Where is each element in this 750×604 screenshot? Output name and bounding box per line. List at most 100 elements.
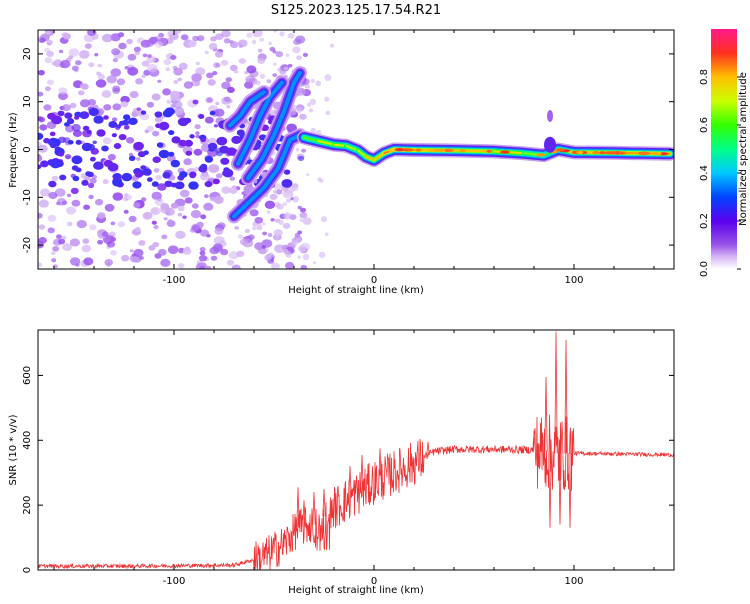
spectrogram-noise-blob [303, 53, 308, 57]
spectrogram-noise-blob [188, 40, 196, 47]
spectrogram-noise-blob [214, 124, 218, 127]
colorbar-scale [711, 29, 737, 269]
snr-y-axis-label: SNR (10 * v/v) [8, 414, 19, 485]
spectrogram-noise-blob [58, 239, 65, 245]
spectrogram-noise-blob [285, 214, 290, 219]
spectrogram-noise-blob [226, 105, 230, 108]
spectrogram-noise-blob [268, 42, 272, 46]
spectrogram-cluster-blob [122, 120, 129, 126]
spectrogram-cluster-blob [58, 152, 64, 157]
spectrogram-cluster-blob [55, 147, 62, 152]
spectrogram-noise-blob [152, 93, 161, 100]
spectrogram-noise-blob [133, 202, 141, 208]
spectrogram-cluster-blob [201, 138, 206, 142]
spectrogram-noise-blob [155, 41, 164, 48]
spectrogram-noise-blob [147, 54, 151, 58]
spectrogram-noise-blob [70, 257, 80, 265]
spectrogram-hotspot [592, 151, 599, 154]
spectrogram-cluster-blob [231, 136, 241, 144]
spectrogram-noise-blob [238, 234, 244, 239]
spectrogram-noise-blob [213, 243, 223, 251]
spectrogram-noise-blob [250, 209, 259, 216]
spectrogram-noise-blob [240, 239, 248, 246]
spectrogram-noise-blob [175, 199, 181, 204]
spectrogram-hotspot [435, 149, 445, 152]
spectrogram-noise-blob [95, 199, 103, 206]
spectrogram-spike [544, 137, 556, 153]
spectrogram-noise-blob [93, 141, 97, 145]
spectrogram-noise-blob [38, 117, 45, 122]
spectrogram-cluster-blob [164, 181, 172, 187]
spectrogram-noise-blob [205, 97, 213, 103]
spectrogram-cluster-blob [171, 136, 180, 143]
spectrogram-noise-blob [293, 187, 298, 191]
y-tick-label: 0 [22, 146, 33, 152]
spectrogram-noise-blob [166, 100, 171, 104]
spectrogram-cluster-blob [50, 143, 57, 148]
spectrogram-noise-blob [120, 101, 128, 107]
spectrogram-noise-blob [177, 78, 182, 82]
spectrogram-noise-blob [194, 149, 203, 156]
spectrogram-noise-blob [303, 218, 312, 225]
spectrogram-noise-blob [192, 225, 200, 231]
spectrogram-noise-blob [46, 31, 51, 35]
spectrogram-noise-blob [292, 239, 299, 246]
spectrogram-hotspot [427, 149, 436, 152]
spectrogram-noise-blob [96, 79, 107, 87]
spectrogram-cluster-blob [64, 112, 72, 118]
spectrogram-cluster-blob [58, 111, 65, 117]
spectrogram-noise-blob [324, 74, 331, 81]
spectrogram-noise-blob [304, 115, 307, 118]
spectrogram-cluster-blob [129, 156, 136, 161]
spectrogram-noise-blob [183, 248, 192, 255]
spectrogram-noise-blob [154, 168, 160, 173]
spectrogram-cluster-blob [205, 181, 213, 187]
spectrogram-noise-blob [286, 54, 289, 57]
spectrogram-noise-blob [285, 262, 294, 269]
spectrogram-noise-blob [39, 224, 45, 229]
spectrogram-noise-blob [256, 81, 261, 86]
spectrogram-cluster-blob [112, 133, 117, 137]
spectrogram-hotspot [578, 151, 583, 154]
spectrogram-noise-blob [160, 203, 169, 210]
spectrogram-cluster-blob [73, 176, 80, 181]
spectrogram-noise-blob [170, 55, 176, 60]
spectrogram-noise-blob [39, 38, 46, 43]
spectrogram-cluster-blob [87, 130, 92, 134]
spectrogram-noise-blob [118, 32, 124, 37]
spectrogram-noise-blob [102, 34, 113, 43]
spectrogram-noise-blob [270, 194, 278, 200]
spectrogram-cluster-blob [198, 114, 204, 119]
spectrogram-noise-blob [298, 245, 306, 252]
spectrogram-noise-blob [143, 212, 153, 220]
spectrogram-cluster-blob [141, 111, 146, 115]
spectrogram-cluster-blob [132, 181, 141, 188]
spectrogram-cluster-blob [85, 171, 91, 176]
spectrogram-cluster-blob [50, 160, 61, 168]
spectrogram-noise-blob [296, 148, 299, 151]
spectrogram-noise-blob [62, 104, 71, 111]
colorbar-label: Normalized spectral amplitude [738, 72, 749, 226]
spectrogram-noise-blob [117, 78, 125, 85]
spectrogram-cluster-blob [34, 133, 43, 140]
spectrogram-noise-blob [72, 124, 81, 131]
spectrogram-noise-blob [297, 256, 300, 259]
spectrogram-noise-blob [288, 33, 295, 39]
spectrogram-noise-blob [158, 249, 167, 256]
spectrogram-noise-blob [59, 50, 63, 53]
spectrogram-noise-blob [273, 190, 277, 193]
spectrogram-noise-blob [321, 216, 327, 222]
spectrogram-noise-blob [83, 205, 90, 210]
spectrogram-noise-blob [276, 204, 284, 210]
spectrogram-noise-blob [63, 33, 71, 39]
spectrogram-cluster-blob [128, 118, 137, 125]
spectrogram-noise-blob [118, 43, 126, 50]
spectrogram-noise-blob [53, 264, 58, 268]
spectrogram-noise-blob [227, 260, 234, 266]
spectrogram-noise-blob [111, 48, 120, 55]
spectrogram-noise-blob [246, 33, 252, 38]
y-tick-label: -10 [22, 189, 33, 205]
spectrogram-noise-blob [268, 233, 273, 237]
spectrogram-noise-blob [157, 80, 161, 83]
